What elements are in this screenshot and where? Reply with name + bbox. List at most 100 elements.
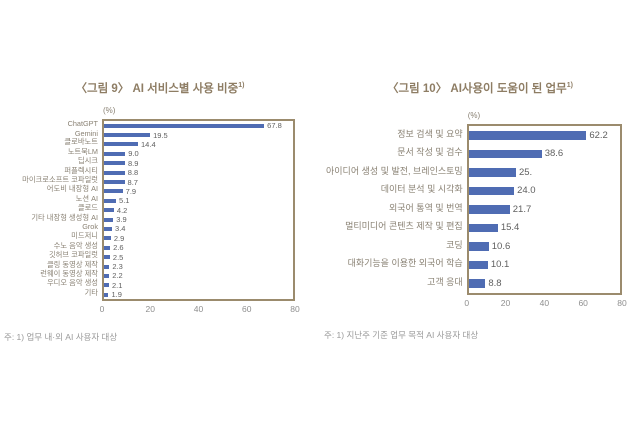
- bar-row: 38.6: [468, 145, 620, 164]
- value-label: 67.8: [267, 121, 282, 131]
- figure10-plot-area: 62.2 38.6 25. 24.0 21.7 15.4 10.6 10.1 8.8: [466, 124, 622, 295]
- x-tick-label: 40: [193, 304, 204, 315]
- category-label: Gemini: [74, 128, 98, 138]
- category-label: 클링 동영상 제작: [46, 259, 98, 269]
- category-label: 딥시크: [77, 156, 98, 166]
- value-label: 10.6: [491, 240, 511, 252]
- figure9-panel: 〈그림 9〉 AI 서비스별 사용 비중1) ChatGPT Gemini 클로바노…: [0, 80, 320, 342]
- value-label: 2.6: [113, 243, 124, 253]
- category-label: 기타 내장형 생성형 AI: [31, 212, 98, 222]
- bar: [104, 161, 126, 166]
- bar: [104, 208, 114, 213]
- category-label: 퍼플렉시티: [64, 165, 98, 175]
- x-tick-label: 60: [578, 297, 588, 308]
- value-label: 21.7: [512, 203, 532, 215]
- x-tick-label: 20: [500, 297, 511, 308]
- category-label: 수노 음악 생성: [53, 240, 98, 250]
- bar: [104, 217, 114, 222]
- category-label: 미드저니: [71, 231, 98, 241]
- figure9-title-footnote-marker: 1): [238, 82, 245, 90]
- category-label: 아이디어 생성 및 발전, 브레인스토밍: [326, 165, 463, 176]
- bar-row: 2.5: [104, 252, 293, 262]
- bar: [104, 255, 110, 260]
- figure10-footnote: 주: 1) 지난주 기준 업무 목적 AI 사용자 대상: [324, 330, 479, 340]
- bar: [104, 283, 109, 288]
- bar: [104, 236, 111, 241]
- figure9-title: 〈그림 9〉 AI 서비스별 사용 비중1): [0, 80, 320, 96]
- bar-row: 2.9: [104, 234, 293, 243]
- category-label: 노션 AI: [75, 193, 98, 203]
- bar-row: 19.5: [104, 130, 293, 140]
- value-label: 8.9: [128, 158, 139, 168]
- bar: [104, 245, 111, 250]
- bar: [104, 180, 125, 185]
- bar-row: 8.7: [104, 177, 293, 187]
- value-label: 5.1: [119, 196, 130, 206]
- x-tick-label: 20: [145, 304, 155, 315]
- category-label: Grok: [82, 222, 98, 232]
- bar: [468, 260, 488, 269]
- figure9-x-axis: 0 20 40 60 80: [100, 304, 300, 318]
- bar-row: 10.1: [468, 256, 620, 275]
- bar-row: 2.1: [104, 281, 293, 290]
- category-label: 정보 검색 및 요약: [397, 128, 463, 139]
- category-label: ChatGPT: [67, 119, 98, 129]
- category-label: 노트북LM: [67, 146, 98, 156]
- value-label: 3.9: [116, 215, 127, 225]
- bar-row: 15.4: [468, 219, 620, 238]
- bar-row: 2.6: [104, 243, 293, 252]
- bar-row: 4.2: [104, 206, 293, 215]
- bar-row: 25.: [468, 163, 620, 182]
- bar-row: 24.0: [468, 182, 620, 201]
- value-label: 25.: [518, 166, 533, 178]
- value-label: 3.4: [115, 224, 126, 234]
- figure10-title: 〈그림 10〉 AI사용이 도움이 된 업무1): [320, 80, 640, 96]
- value-label: 2.2: [112, 271, 123, 281]
- bar-row: 5.1: [104, 196, 293, 205]
- figure9-unit-label: (%): [103, 106, 116, 115]
- bar-row: 3.9: [104, 215, 293, 224]
- bar: [104, 273, 110, 278]
- bar-row: 2.2: [104, 271, 293, 280]
- x-tick-label: 80: [617, 297, 627, 308]
- bar: [468, 168, 516, 177]
- bar: [104, 264, 110, 269]
- x-tick-label: 60: [242, 304, 252, 315]
- bar-row: 9.0: [104, 149, 293, 158]
- category-label: 코딩: [446, 239, 463, 250]
- figure9-footnote: 주: 1) 업무 내·외 AI 사용자 대상: [4, 332, 118, 342]
- bar-row: 21.7: [468, 200, 620, 219]
- bar: [468, 131, 587, 140]
- bar: [468, 279, 486, 288]
- category-label: 클로바노트: [64, 137, 98, 147]
- value-label: 2.9: [113, 233, 125, 243]
- bar: [468, 149, 542, 158]
- value-label: 9.0: [128, 149, 139, 159]
- value-label: 24.0: [517, 185, 536, 197]
- bar: [104, 151, 126, 156]
- figure10-title-footnote-marker: 1): [566, 82, 573, 90]
- category-label: 문서 작성 및 검수: [397, 147, 463, 158]
- bar-row: 62.2: [468, 126, 620, 145]
- category-label: 대화기능을 이용한 외국어 학습: [347, 258, 463, 269]
- x-tick-label: 40: [539, 297, 550, 308]
- value-label: 8.8: [488, 277, 502, 289]
- value-label: 2.5: [112, 252, 124, 262]
- figure9-title-text: 〈그림 9〉 AI 서비스별 사용 비중: [75, 83, 239, 95]
- category-label: 기타: [84, 287, 98, 297]
- category-label: 우디오 음악 생성: [46, 278, 98, 288]
- bar-row: 67.8: [104, 121, 293, 130]
- bar-row: 7.9: [104, 187, 293, 196]
- figure9-chart: ChatGPT Gemini 클로바노트 노트북LM 딥시크 퍼플렉시티 마이크로소프트 코…: [2, 106, 300, 318]
- bar: [104, 189, 123, 194]
- value-label: 15.4: [500, 222, 520, 234]
- value-label: 2.3: [112, 262, 123, 272]
- bar-row: 10.6: [468, 237, 620, 256]
- bar: [104, 292, 109, 297]
- bar-row: 8.9: [104, 159, 293, 168]
- figure10-unit-label: (%): [467, 111, 481, 120]
- bar-row: 3.4: [104, 224, 293, 233]
